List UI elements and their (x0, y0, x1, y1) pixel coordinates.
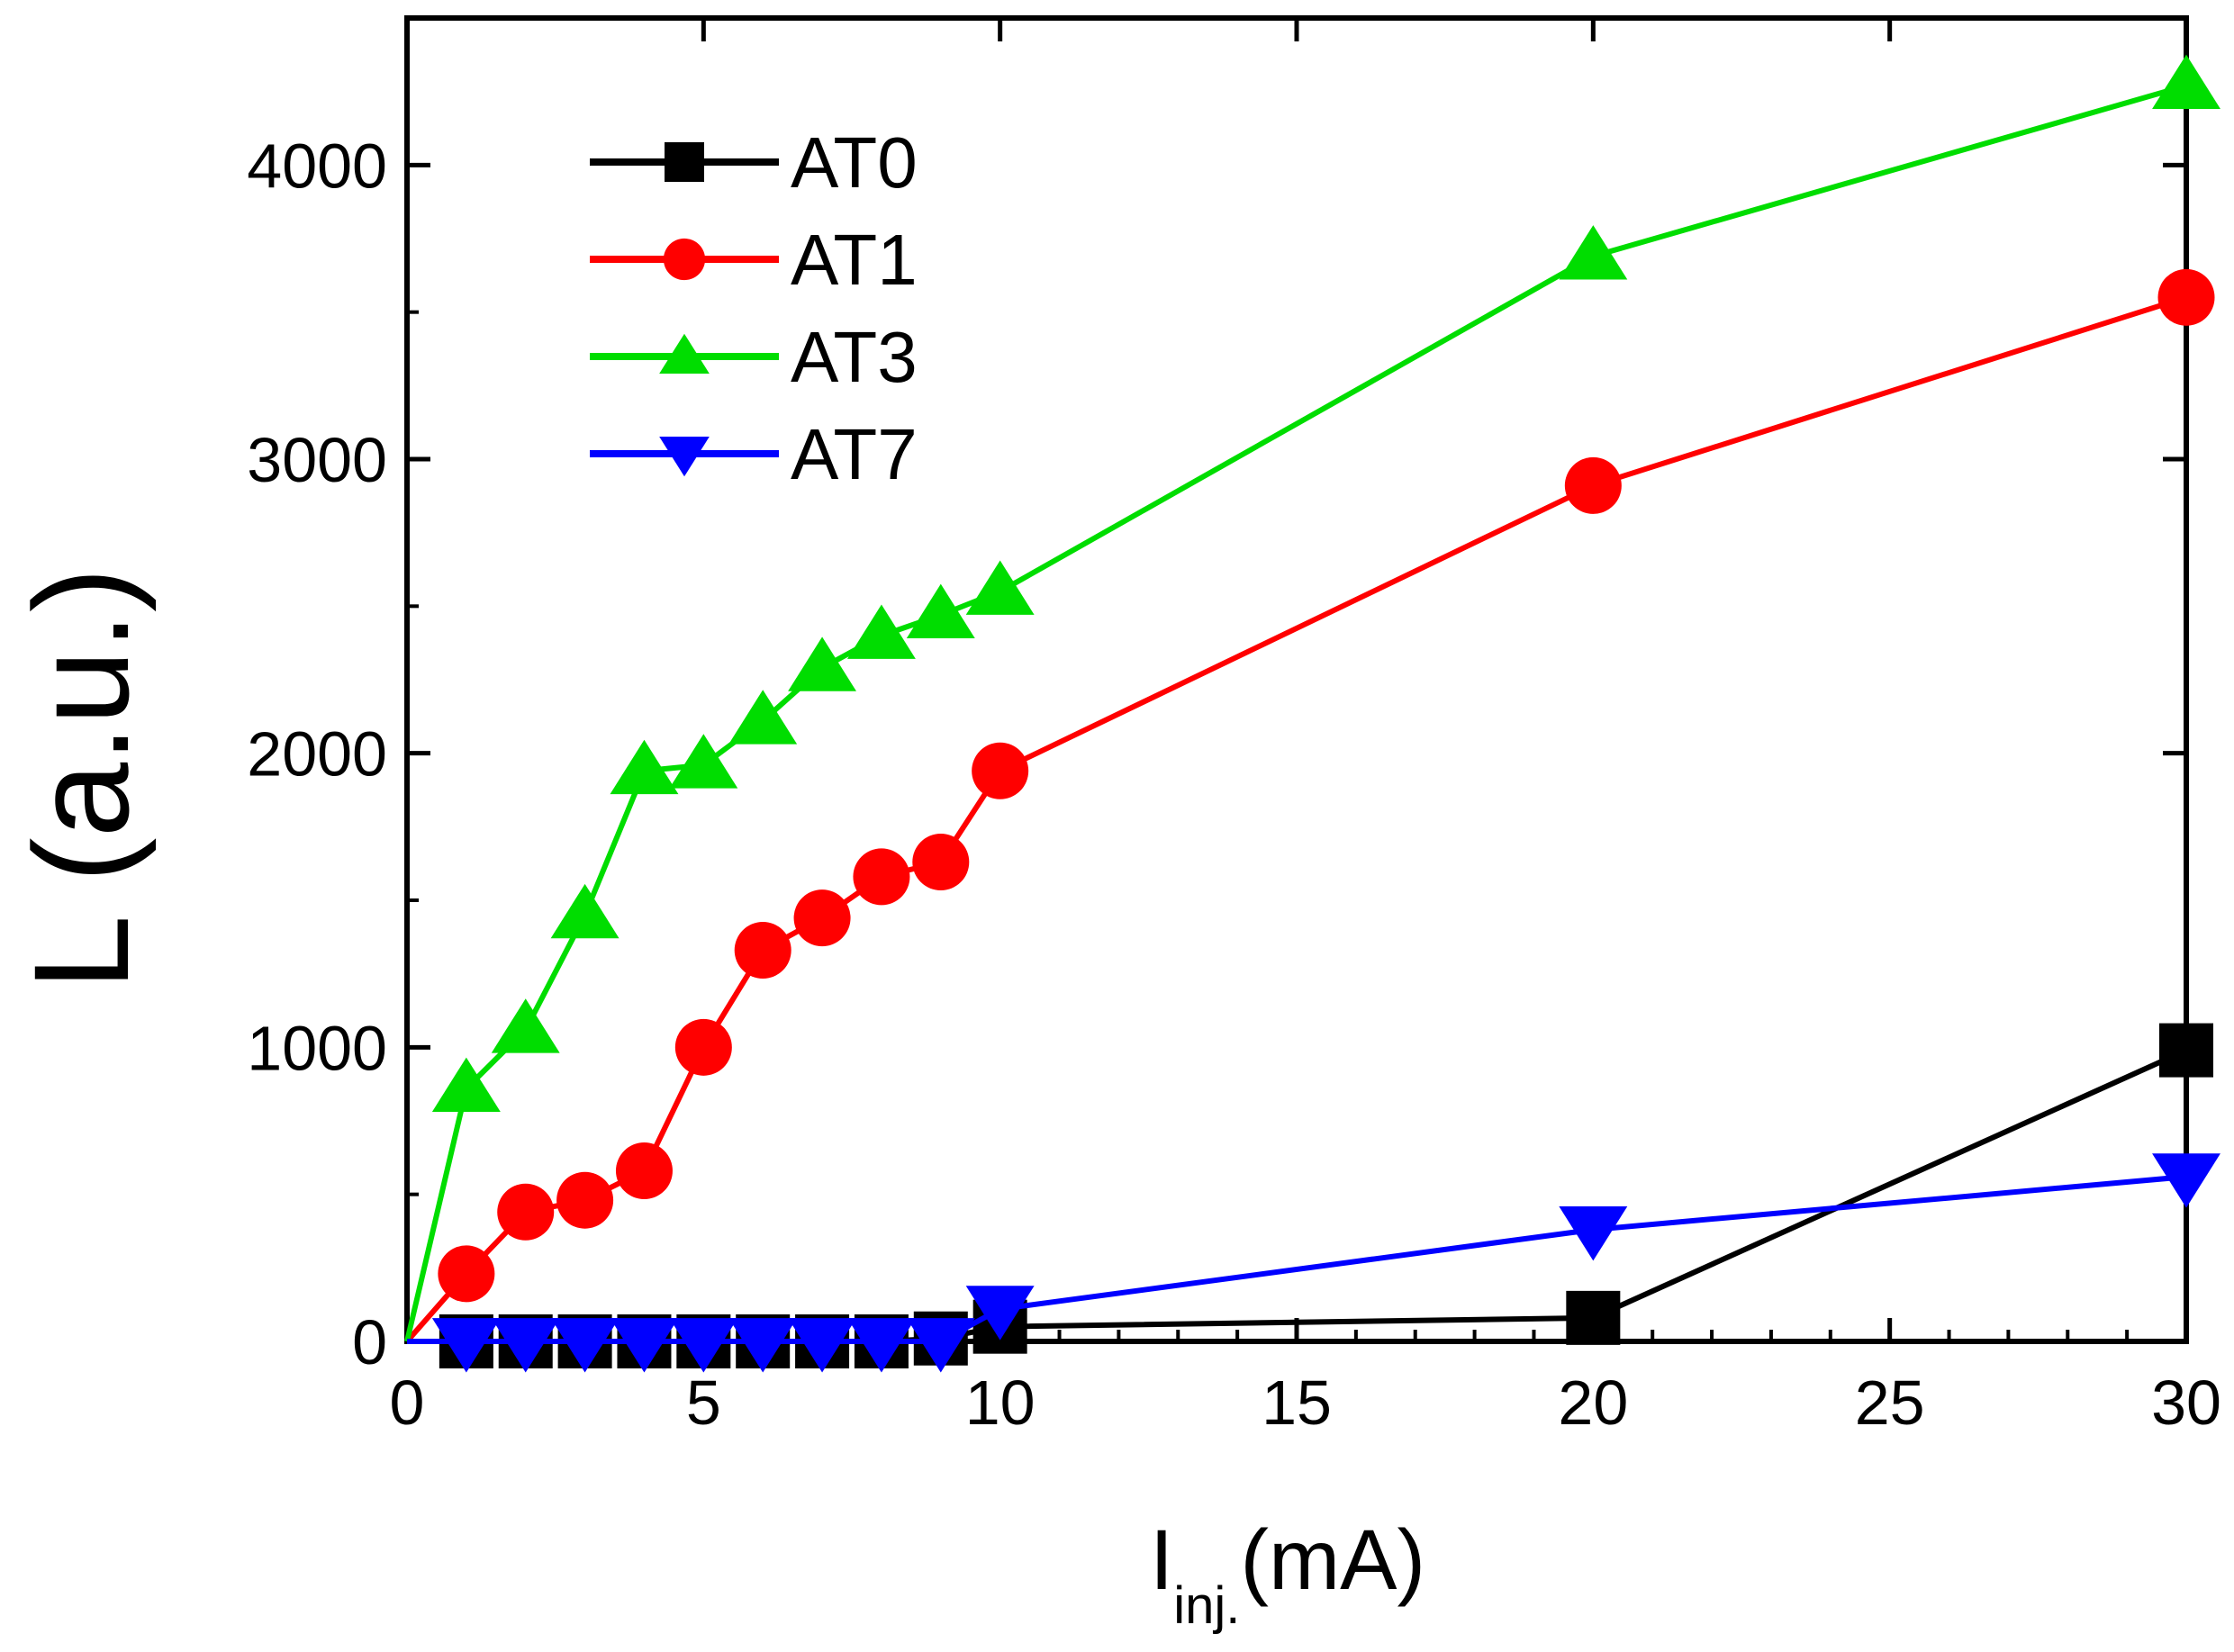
x-tick-label: 25 (1855, 1368, 1925, 1438)
data-point-at1 (912, 834, 970, 891)
data-point-at0 (2159, 1023, 2213, 1078)
data-point-at3 (846, 604, 916, 659)
data-point-at3 (550, 883, 620, 939)
data-point-at0 (1566, 1290, 1621, 1345)
data-point-at1 (2157, 268, 2215, 326)
x-axis-title-main: I (1150, 1512, 1173, 1608)
data-point-at1 (734, 922, 791, 979)
data-point-at7 (431, 1318, 501, 1373)
data-point-at7 (1559, 1205, 1628, 1261)
legend-item-at0: AT0 (590, 122, 918, 203)
data-point-at3 (491, 998, 560, 1053)
legend-marker (659, 333, 710, 374)
legend-label: AT7 (791, 414, 918, 494)
x-axis-title-unit: (mA) (1240, 1512, 1425, 1608)
data-point-at7 (965, 1286, 1035, 1341)
data-point-at1 (615, 1142, 673, 1200)
data-point-at3 (431, 1057, 501, 1112)
data-point-at1 (556, 1171, 614, 1229)
data-point-at7 (669, 1318, 738, 1373)
y-tick-label: 4000 (247, 131, 387, 201)
data-point-at1 (853, 848, 910, 906)
data-point-at7 (491, 1318, 560, 1373)
x-tick-label: 0 (390, 1368, 425, 1438)
data-point-at3 (906, 583, 975, 639)
x-axis-title: Iinj.(mA) (1150, 1512, 1425, 1635)
plot-series (404, 54, 2220, 1373)
data-point-at7 (550, 1318, 620, 1373)
data-point-at1 (674, 1018, 732, 1076)
y-tick-label: 1000 (247, 1013, 387, 1083)
series-at3 (404, 54, 2220, 1342)
data-point-at1 (497, 1183, 555, 1241)
data-point-at3 (1559, 225, 1628, 280)
data-point-at7 (2152, 1153, 2220, 1208)
x-axis-title-sub: inj. (1173, 1576, 1240, 1635)
x-tick-label: 20 (1558, 1368, 1628, 1438)
data-point-at7 (788, 1318, 857, 1373)
legend-label: AT0 (791, 122, 918, 203)
data-point-at1 (1564, 456, 1622, 514)
data-point-at3 (669, 734, 738, 789)
data-point-at7 (846, 1318, 916, 1373)
x-tick-label: 30 (2151, 1368, 2221, 1438)
series-at7 (407, 1153, 2220, 1373)
legend-marker (665, 142, 704, 182)
data-point-at3 (2152, 54, 2220, 110)
legend-item-at7: AT7 (590, 414, 918, 494)
data-point-at7 (610, 1318, 679, 1373)
legend-marker (663, 238, 706, 281)
data-point-at1 (438, 1245, 495, 1303)
y-axis-title: L (a.u.) (5, 567, 157, 990)
data-point-at3 (728, 690, 798, 745)
series-line-at7 (407, 1174, 2187, 1344)
legend-label: AT1 (791, 220, 918, 300)
axes: 0 5 10 15 20 25 30 0 1000 2000 3000 4000 (247, 15, 2221, 1438)
data-point-at3 (788, 636, 857, 691)
y-tick-label: 0 (352, 1307, 387, 1377)
x-tick-label: 10 (965, 1368, 1036, 1438)
data-point-at3 (965, 560, 1035, 615)
data-point-at1 (972, 742, 1029, 799)
y-tick-label: 2000 (247, 719, 387, 790)
data-point-at3 (610, 739, 679, 795)
x-tick-label: 5 (686, 1368, 721, 1438)
legend-item-at1: AT1 (590, 220, 918, 300)
legend: AT0 AT1 AT3 AT7 (590, 122, 918, 494)
plot-frame (404, 15, 2189, 1344)
legend-marker (659, 437, 710, 477)
y-tick-label: 3000 (247, 425, 387, 495)
legend-item-at3: AT3 (590, 317, 918, 397)
series-line-at0 (407, 1047, 2188, 1344)
data-point-at7 (728, 1318, 798, 1373)
legend-label: AT3 (791, 317, 918, 397)
axis-titles: L (a.u.) Iinj.(mA) (5, 567, 1425, 1635)
data-point-at1 (793, 889, 851, 947)
x-tick-label: 15 (1262, 1368, 1332, 1438)
series-at1 (404, 268, 2215, 1343)
data-point-at7 (906, 1318, 975, 1373)
